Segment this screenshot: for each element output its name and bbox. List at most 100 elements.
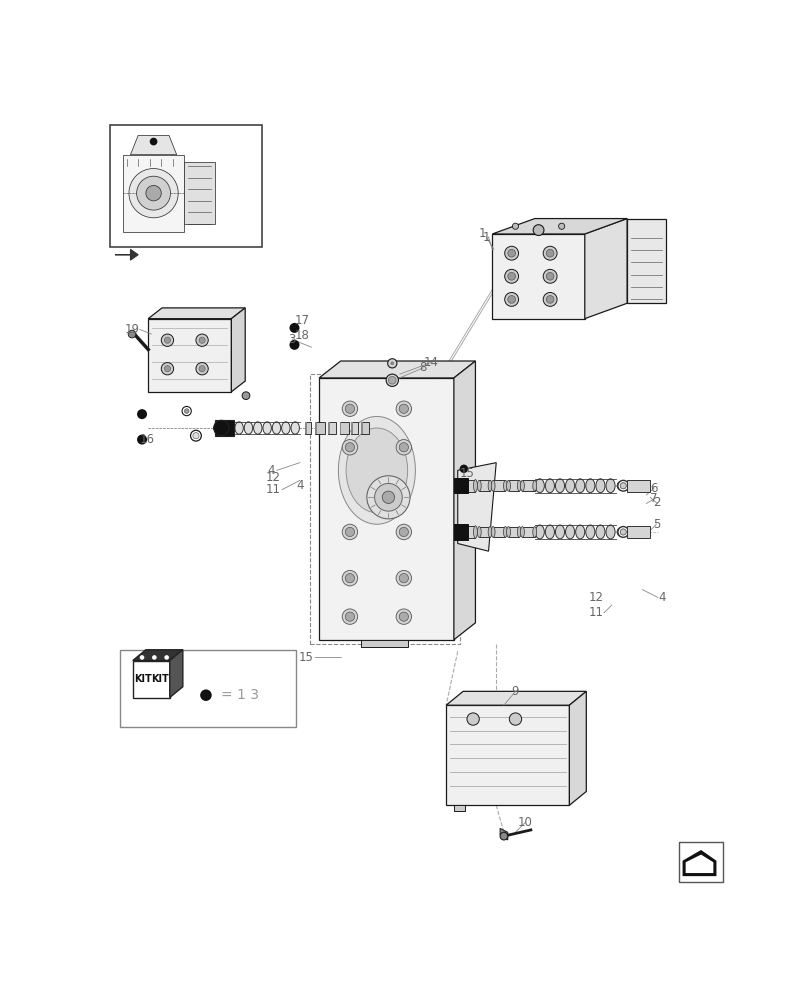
- Bar: [492, 480, 504, 491]
- Circle shape: [367, 476, 410, 519]
- Polygon shape: [584, 219, 626, 319]
- Circle shape: [620, 529, 625, 535]
- Circle shape: [152, 655, 157, 660]
- Text: 8: 8: [418, 361, 427, 374]
- Circle shape: [546, 249, 553, 257]
- Circle shape: [345, 527, 354, 537]
- Ellipse shape: [506, 527, 510, 537]
- Text: 4: 4: [296, 479, 303, 492]
- Ellipse shape: [253, 422, 262, 434]
- Text: 7: 7: [650, 492, 657, 505]
- Circle shape: [199, 366, 205, 372]
- Bar: [310, 374, 460, 644]
- Ellipse shape: [534, 479, 543, 493]
- Circle shape: [341, 401, 357, 416]
- Ellipse shape: [477, 527, 481, 537]
- Circle shape: [386, 374, 398, 386]
- Circle shape: [620, 483, 625, 489]
- Text: 2: 2: [652, 496, 659, 509]
- Ellipse shape: [575, 479, 584, 493]
- Text: 1: 1: [478, 227, 486, 240]
- Ellipse shape: [534, 525, 543, 539]
- Text: 14: 14: [423, 356, 438, 369]
- Ellipse shape: [532, 480, 536, 491]
- Circle shape: [184, 409, 189, 413]
- Circle shape: [137, 409, 147, 419]
- Ellipse shape: [517, 480, 521, 491]
- Ellipse shape: [517, 527, 521, 537]
- Circle shape: [543, 246, 556, 260]
- Bar: [626, 480, 650, 492]
- Polygon shape: [148, 308, 245, 319]
- Circle shape: [345, 574, 354, 583]
- Polygon shape: [569, 691, 586, 805]
- Text: 5: 5: [652, 518, 659, 531]
- Bar: [315, 422, 324, 434]
- Ellipse shape: [520, 480, 524, 491]
- Polygon shape: [445, 691, 586, 705]
- Polygon shape: [131, 135, 177, 155]
- Circle shape: [161, 363, 174, 375]
- Ellipse shape: [338, 416, 415, 524]
- Circle shape: [341, 440, 357, 455]
- Circle shape: [504, 246, 518, 260]
- Bar: [478, 527, 490, 537]
- Ellipse shape: [595, 525, 604, 539]
- Circle shape: [459, 465, 468, 473]
- Text: 9: 9: [511, 685, 518, 698]
- Polygon shape: [184, 162, 215, 224]
- Circle shape: [382, 491, 394, 503]
- Polygon shape: [684, 855, 713, 873]
- Circle shape: [200, 689, 212, 701]
- Text: 4: 4: [268, 464, 275, 477]
- Bar: [461, 480, 475, 492]
- Circle shape: [543, 269, 556, 283]
- Circle shape: [195, 363, 208, 375]
- Polygon shape: [457, 463, 496, 551]
- Bar: [361, 422, 363, 434]
- Bar: [679, 842, 722, 882]
- Bar: [328, 422, 329, 434]
- Circle shape: [546, 272, 553, 280]
- Ellipse shape: [459, 526, 463, 538]
- Bar: [453, 478, 467, 493]
- Text: 12: 12: [588, 591, 603, 604]
- Ellipse shape: [272, 422, 281, 434]
- Circle shape: [399, 443, 408, 452]
- Circle shape: [149, 138, 157, 145]
- Polygon shape: [133, 650, 182, 661]
- Polygon shape: [133, 661, 169, 698]
- Circle shape: [507, 249, 515, 257]
- Text: KIT: KIT: [134, 674, 152, 684]
- Circle shape: [191, 430, 201, 441]
- Circle shape: [507, 296, 515, 303]
- Circle shape: [182, 406, 191, 416]
- Circle shape: [396, 609, 411, 624]
- Circle shape: [341, 609, 357, 624]
- Ellipse shape: [564, 479, 574, 493]
- Circle shape: [199, 337, 205, 343]
- Ellipse shape: [487, 480, 491, 491]
- Circle shape: [617, 480, 628, 491]
- Circle shape: [129, 169, 178, 218]
- Circle shape: [396, 524, 411, 540]
- Bar: [148, 319, 231, 392]
- Circle shape: [164, 366, 170, 372]
- Ellipse shape: [459, 480, 463, 492]
- Circle shape: [396, 440, 411, 455]
- Text: = 1 3: = 1 3: [221, 688, 258, 702]
- Bar: [109, 125, 262, 247]
- Bar: [351, 422, 353, 434]
- Ellipse shape: [281, 422, 290, 434]
- Ellipse shape: [545, 525, 554, 539]
- Circle shape: [195, 334, 208, 346]
- Text: KIT: KIT: [151, 674, 169, 684]
- Circle shape: [508, 713, 521, 725]
- Circle shape: [466, 713, 478, 725]
- Ellipse shape: [263, 422, 271, 434]
- Ellipse shape: [545, 479, 554, 493]
- Text: 16: 16: [139, 433, 155, 446]
- Bar: [305, 422, 311, 434]
- Circle shape: [192, 433, 199, 439]
- Text: 19: 19: [124, 323, 139, 336]
